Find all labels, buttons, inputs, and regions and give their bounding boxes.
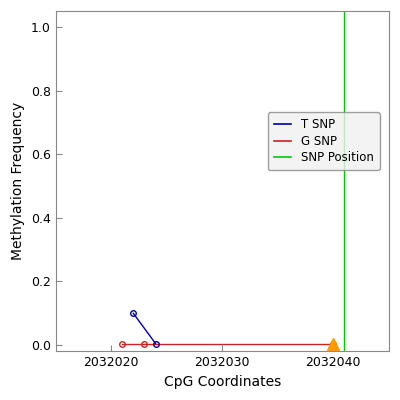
Y-axis label: Methylation Frequency: Methylation Frequency: [11, 102, 25, 260]
X-axis label: CpG Coordinates: CpG Coordinates: [164, 375, 281, 389]
Legend: T SNP, G SNP, SNP Position: T SNP, G SNP, SNP Position: [268, 112, 380, 170]
